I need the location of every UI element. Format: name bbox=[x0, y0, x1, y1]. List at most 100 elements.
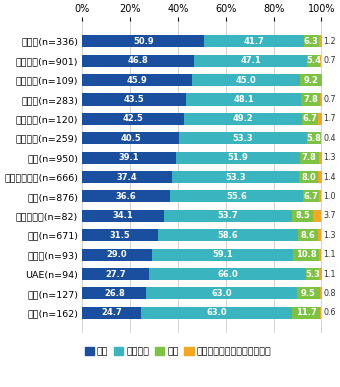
Bar bbox=[320, 55, 322, 67]
Text: 1.0: 1.0 bbox=[323, 192, 336, 201]
Text: 46.8: 46.8 bbox=[128, 56, 149, 65]
Bar bbox=[318, 171, 322, 183]
Text: 63.0: 63.0 bbox=[206, 308, 227, 317]
Bar bbox=[186, 94, 301, 106]
Bar bbox=[192, 74, 300, 86]
Bar bbox=[82, 35, 204, 47]
Bar bbox=[320, 307, 322, 319]
Text: 8.6: 8.6 bbox=[301, 231, 316, 240]
Bar bbox=[292, 307, 320, 319]
Text: 1.3: 1.3 bbox=[323, 231, 336, 240]
Text: 0.8: 0.8 bbox=[324, 289, 336, 298]
Bar bbox=[184, 113, 302, 125]
Text: 41.7: 41.7 bbox=[243, 37, 264, 46]
Text: 53.7: 53.7 bbox=[218, 211, 238, 220]
Text: 10.8: 10.8 bbox=[296, 250, 316, 259]
Bar bbox=[141, 307, 292, 319]
Bar bbox=[82, 171, 172, 183]
Bar bbox=[158, 229, 298, 241]
Text: 49.2: 49.2 bbox=[233, 115, 253, 123]
Text: 66.0: 66.0 bbox=[217, 270, 238, 279]
Bar bbox=[299, 171, 318, 183]
Bar bbox=[82, 307, 141, 319]
Bar bbox=[307, 55, 320, 67]
Text: 51.9: 51.9 bbox=[227, 153, 248, 162]
Text: 45.9: 45.9 bbox=[127, 75, 148, 85]
Bar bbox=[82, 55, 194, 67]
Text: 1.3: 1.3 bbox=[324, 153, 336, 162]
Bar bbox=[318, 113, 322, 125]
Text: 5.8: 5.8 bbox=[306, 134, 321, 143]
Text: 26.8: 26.8 bbox=[104, 289, 125, 298]
Bar bbox=[320, 288, 322, 300]
Text: 55.6: 55.6 bbox=[226, 192, 247, 201]
Text: 31.5: 31.5 bbox=[109, 231, 130, 240]
Text: 9.2: 9.2 bbox=[303, 75, 318, 85]
Text: 0.4: 0.4 bbox=[323, 134, 336, 143]
Bar bbox=[300, 152, 319, 164]
Bar bbox=[82, 288, 147, 300]
Text: 50.9: 50.9 bbox=[133, 37, 154, 46]
Text: 43.5: 43.5 bbox=[124, 95, 145, 104]
Bar bbox=[152, 249, 293, 261]
Text: 29.0: 29.0 bbox=[107, 250, 127, 259]
Text: 63.0: 63.0 bbox=[211, 289, 232, 298]
Bar bbox=[82, 152, 176, 164]
Bar bbox=[302, 113, 318, 125]
Text: 24.7: 24.7 bbox=[102, 308, 122, 317]
Text: 1.1: 1.1 bbox=[324, 270, 336, 279]
Bar bbox=[149, 268, 306, 280]
Text: 45.0: 45.0 bbox=[236, 75, 256, 85]
Bar bbox=[304, 35, 319, 47]
Legend: 拡大, 現状維持, 縮小, 第三国（地域）へ移転、潤退: 拡大, 現状維持, 縮小, 第三国（地域）へ移転、潤退 bbox=[85, 347, 271, 356]
Text: 1.2: 1.2 bbox=[324, 37, 336, 46]
Bar bbox=[82, 249, 152, 261]
Text: 3.7: 3.7 bbox=[323, 211, 336, 220]
Text: 7.8: 7.8 bbox=[303, 95, 318, 104]
Bar bbox=[170, 190, 303, 202]
Text: 47.1: 47.1 bbox=[240, 56, 261, 65]
Text: 42.5: 42.5 bbox=[123, 115, 143, 123]
Text: 53.3: 53.3 bbox=[225, 173, 246, 182]
Bar bbox=[164, 210, 292, 222]
Bar bbox=[82, 132, 179, 144]
Bar bbox=[319, 152, 322, 164]
Text: 58.6: 58.6 bbox=[217, 231, 238, 240]
Bar bbox=[301, 94, 320, 106]
Text: 6.7: 6.7 bbox=[302, 115, 317, 123]
Text: 1.1: 1.1 bbox=[323, 250, 336, 259]
Text: 53.3: 53.3 bbox=[233, 134, 253, 143]
Bar bbox=[319, 190, 321, 202]
Text: 6.7: 6.7 bbox=[303, 192, 318, 201]
Bar bbox=[179, 132, 307, 144]
Bar bbox=[82, 210, 164, 222]
Text: 40.5: 40.5 bbox=[120, 134, 141, 143]
Text: 8.0: 8.0 bbox=[302, 173, 316, 182]
Text: 5.4: 5.4 bbox=[306, 56, 321, 65]
Text: 27.7: 27.7 bbox=[105, 270, 126, 279]
Text: 36.6: 36.6 bbox=[116, 192, 136, 201]
Text: 59.1: 59.1 bbox=[212, 250, 233, 259]
Bar bbox=[172, 171, 299, 183]
Text: 39.1: 39.1 bbox=[119, 153, 139, 162]
Bar bbox=[297, 288, 320, 300]
Bar bbox=[82, 94, 186, 106]
Bar bbox=[82, 229, 158, 241]
Text: 1.7: 1.7 bbox=[324, 115, 336, 123]
Bar bbox=[176, 152, 300, 164]
Bar bbox=[147, 288, 297, 300]
Bar bbox=[306, 268, 319, 280]
Text: 5.3: 5.3 bbox=[305, 270, 320, 279]
Text: 0.7: 0.7 bbox=[324, 95, 336, 104]
Text: 34.1: 34.1 bbox=[113, 211, 134, 220]
Bar bbox=[82, 113, 184, 125]
Text: 8.5: 8.5 bbox=[295, 211, 310, 220]
Bar bbox=[298, 229, 318, 241]
Bar bbox=[82, 268, 149, 280]
Bar bbox=[313, 210, 322, 222]
Text: 0.7: 0.7 bbox=[323, 56, 336, 65]
Text: 6.3: 6.3 bbox=[304, 37, 319, 46]
Bar bbox=[293, 249, 319, 261]
Text: 37.4: 37.4 bbox=[117, 173, 137, 182]
Bar bbox=[318, 229, 322, 241]
